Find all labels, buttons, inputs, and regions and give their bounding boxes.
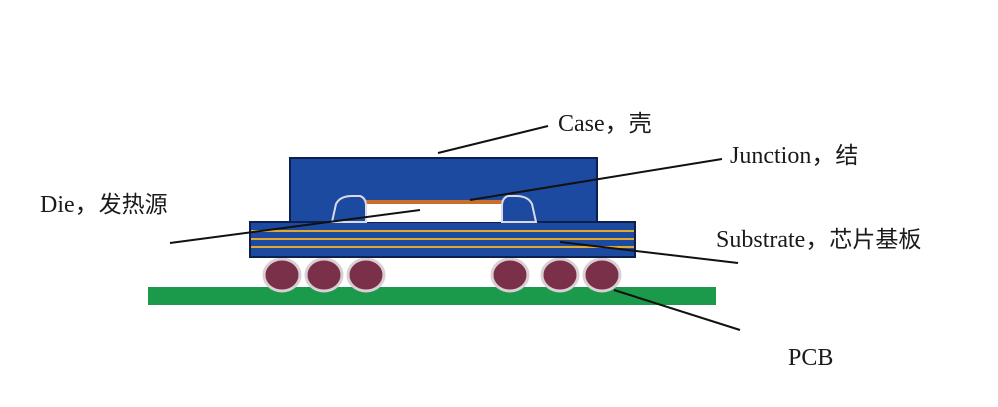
pcb-leader-line bbox=[613, 289, 741, 331]
solder-ball bbox=[262, 257, 302, 293]
bond-bump-left bbox=[330, 195, 367, 223]
junction-leader-line bbox=[469, 158, 723, 201]
solder-ball bbox=[490, 257, 530, 293]
junction-layer bbox=[364, 200, 504, 204]
solder-ball bbox=[346, 257, 386, 293]
die-body bbox=[364, 204, 504, 222]
case-leader-line bbox=[437, 125, 549, 154]
pcb-label: PCB bbox=[788, 345, 834, 371]
solder-ball bbox=[304, 257, 344, 293]
substrate-leader-line bbox=[559, 241, 739, 264]
solder-ball bbox=[540, 257, 580, 293]
substrate-label: Substrate，芯片基板 bbox=[716, 227, 922, 253]
solder-ball bbox=[582, 257, 622, 293]
die-leader-line bbox=[169, 209, 421, 244]
junction-label: Junction，结 bbox=[730, 143, 859, 169]
case-label: Case，壳 bbox=[558, 111, 652, 137]
pcb-board bbox=[148, 287, 716, 305]
bond-bump-right bbox=[501, 195, 538, 223]
die-label: Die，发热源 bbox=[40, 192, 168, 218]
